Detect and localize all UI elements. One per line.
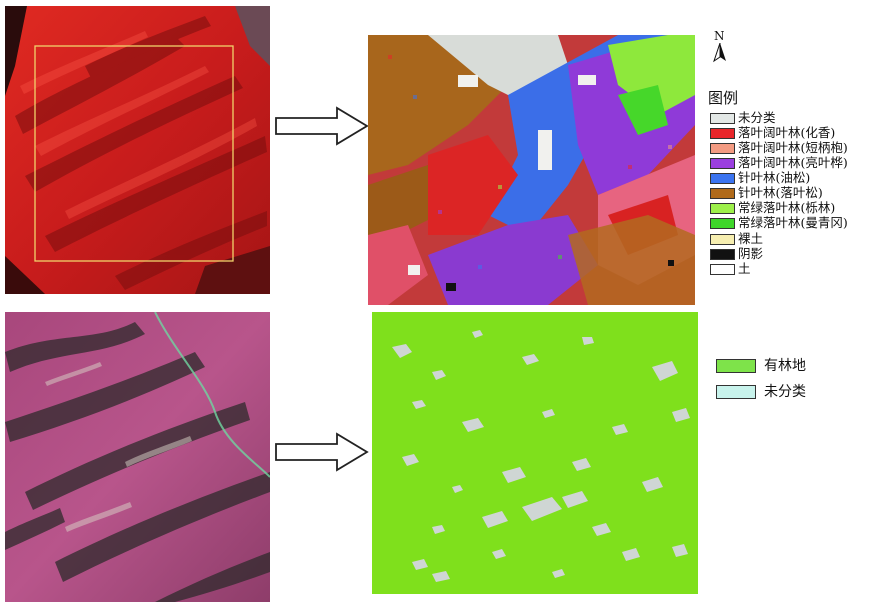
bottom-left-satellite-image [5,312,270,602]
legend-item: 落叶阔叶林(短柄枹) [710,140,848,156]
legend-swatch [710,142,735,154]
legend-bottom-item: 未分类 [716,384,806,400]
arrow-bottom [275,432,370,472]
legend-swatch [710,172,735,184]
legend-item: 阴影 [710,246,763,262]
legend-top: 图例 [708,90,873,280]
legend-label: 未分类 [738,110,776,125]
legend-label: 落叶阔叶林(短柄枹) [738,140,848,155]
legend-item: 落叶阔叶林(化香) [710,125,835,141]
north-arrow: N [711,30,731,66]
legend-swatch [716,385,756,399]
legend-label: 阴影 [738,246,764,261]
legend-item: 针叶林(落叶松) [710,185,823,201]
legend-label: 落叶阔叶林(化香) [738,125,836,140]
legend-swatch [710,263,735,275]
legend-swatch [716,359,756,373]
legend-item: 针叶林(油松) [710,170,810,186]
north-arrow-icon [713,43,726,63]
legend-item: 未分类 [710,110,776,126]
legend-label: 针叶林(落叶松) [738,185,823,200]
legend-title: 图例 [708,89,739,107]
legend-label: 有林地 [764,358,806,374]
legend-item: 落叶阔叶林(亮叶桦) [710,155,848,171]
legend-label: 未分类 [764,384,806,400]
forest-type-classification-map [368,35,695,305]
forest-cover-map [372,312,698,594]
legend-item: 常绿落叶林(曼青冈) [710,215,848,231]
legend-swatch [710,233,735,245]
legend-bottom-item: 有林地 [716,358,806,374]
legend-item: 常绿落叶林(栎林) [710,200,835,216]
legend-label: 针叶林(油松) [738,170,811,185]
legend-swatch [710,112,735,124]
legend-item: 裸土 [710,231,763,247]
top-left-satellite-image [5,6,270,294]
legend-swatch [710,157,735,169]
legend-label: 常绿落叶林(曼青冈) [738,215,848,230]
legend-label: 落叶阔叶林(亮叶桦) [738,155,848,170]
north-label: N [714,29,725,43]
legend-swatch [710,217,735,229]
study-area-box [34,45,234,262]
legend-swatch [710,248,735,260]
legend-label: 常绿落叶林(栎林) [738,200,836,215]
legend-label: 裸土 [738,231,764,246]
legend-item: 土 [710,261,751,277]
legend-swatch [710,127,735,139]
legend-swatch [710,202,735,214]
legend-label: 土 [738,261,751,276]
legend-swatch [710,187,735,199]
arrow-top [275,106,370,146]
